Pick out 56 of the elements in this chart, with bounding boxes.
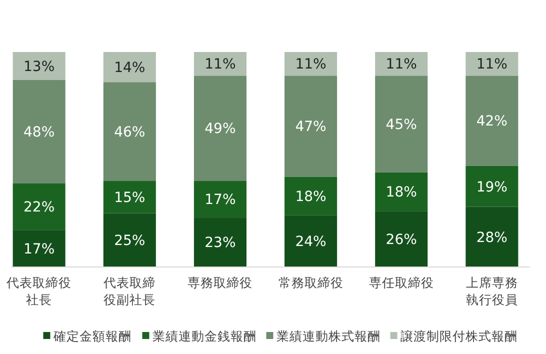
data-label: 23% <box>204 235 236 252</box>
bar <box>194 76 246 181</box>
bar <box>194 218 246 267</box>
data-label: 11% <box>295 56 326 73</box>
bar <box>466 206 518 267</box>
bar <box>103 82 156 181</box>
data-label: 48% <box>24 124 55 140</box>
data-label: 18% <box>386 184 417 201</box>
data-label: 49% <box>204 121 236 138</box>
data-label: 45% <box>386 116 417 133</box>
bar <box>12 230 66 267</box>
x-tick-label: 代表取締役社長 <box>6 275 72 307</box>
data-label: 26% <box>386 232 417 248</box>
bar <box>103 181 156 214</box>
data-label: 47% <box>295 119 326 136</box>
legend-label: 業績連動金銭報酬 <box>152 328 256 344</box>
data-label: 11% <box>204 56 236 73</box>
bar <box>194 181 246 218</box>
bar <box>284 76 338 177</box>
data-label: 24% <box>295 234 326 250</box>
x-tick-label: 専任取締役 <box>368 275 434 290</box>
legend-label: 業績連動株式報酬 <box>276 328 380 344</box>
bar <box>284 52 338 76</box>
data-label: 11% <box>386 56 417 73</box>
data-label: 19% <box>476 179 508 196</box>
bar <box>103 213 156 267</box>
bar <box>375 76 428 172</box>
bar <box>375 172 428 212</box>
bar <box>12 183 66 230</box>
data-label: 17% <box>204 192 236 208</box>
data-label: 42% <box>476 114 508 130</box>
x-tick-label: 常務取締役 <box>278 275 344 290</box>
data-label: 28% <box>476 230 508 246</box>
bar <box>103 52 156 82</box>
bar <box>284 176 338 216</box>
legend-label: 確定金額報酬 <box>52 328 132 344</box>
data-label: 46% <box>114 124 146 140</box>
bar <box>12 52 66 80</box>
bar <box>194 52 246 76</box>
data-label: 15% <box>114 190 146 206</box>
x-tick-label: 代表取締役副社長 <box>102 275 156 307</box>
data-label: 17% <box>24 242 55 258</box>
bar <box>466 76 518 166</box>
bar <box>284 215 338 267</box>
data-label: 22% <box>24 200 55 216</box>
legend-label: 譲渡制限付株式報酬 <box>400 328 518 344</box>
data-label: 13% <box>24 58 55 75</box>
data-label: 25% <box>114 233 146 250</box>
bar <box>12 80 66 184</box>
data-label: 18% <box>295 188 326 205</box>
x-tick-label: 上席専務執行役員 <box>466 275 518 307</box>
data-label: 11% <box>476 56 508 73</box>
data-label: 14% <box>114 60 146 76</box>
x-tick-label: 専務取締役 <box>188 275 253 290</box>
bar <box>375 211 428 267</box>
bar <box>466 166 518 207</box>
